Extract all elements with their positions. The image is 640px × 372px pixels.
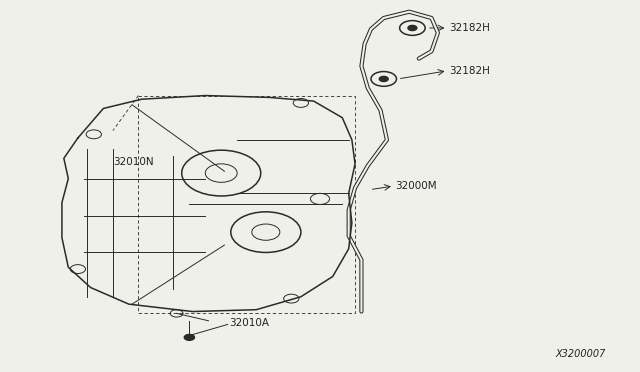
Circle shape <box>184 334 195 340</box>
Text: X3200007: X3200007 <box>556 349 606 359</box>
Text: 32010N: 32010N <box>113 157 154 167</box>
Circle shape <box>408 25 417 31</box>
Circle shape <box>380 76 388 81</box>
Text: 32010A: 32010A <box>230 318 269 328</box>
Text: 32182H: 32182H <box>449 66 490 76</box>
Text: 32000M: 32000M <box>395 181 437 191</box>
Text: 32182H: 32182H <box>449 23 490 33</box>
